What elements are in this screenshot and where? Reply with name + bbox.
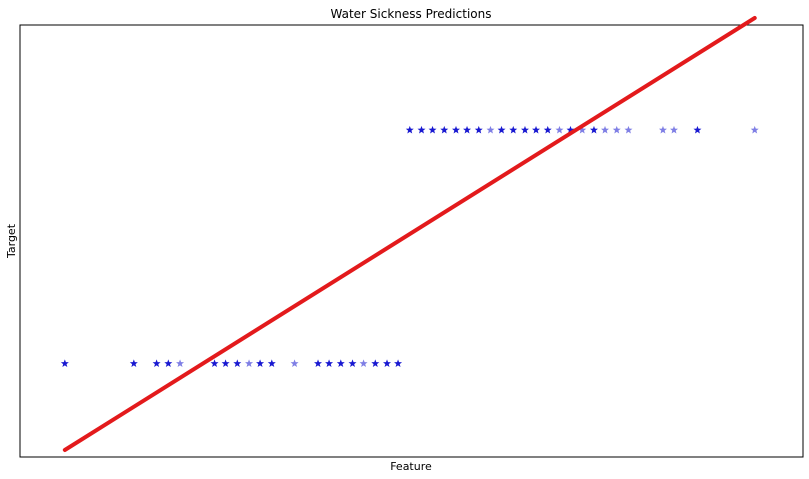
data-point xyxy=(233,359,242,367)
data-point xyxy=(221,359,230,367)
data-point xyxy=(290,359,299,367)
data-points xyxy=(60,125,759,367)
data-point xyxy=(60,359,69,367)
data-point xyxy=(152,359,161,367)
y-axis-label: Target xyxy=(5,223,18,259)
data-point xyxy=(463,125,472,134)
data-point xyxy=(256,359,265,367)
data-point xyxy=(509,125,518,134)
data-point xyxy=(394,359,403,367)
data-point xyxy=(543,125,552,134)
data-point xyxy=(578,125,587,134)
data-point xyxy=(566,125,575,134)
x-axis-label: Feature xyxy=(390,460,432,473)
data-point xyxy=(129,359,138,367)
data-point xyxy=(325,359,334,367)
data-point xyxy=(440,125,449,134)
prediction-line xyxy=(62,15,757,452)
data-point xyxy=(520,125,529,134)
data-point xyxy=(383,359,391,367)
data-point xyxy=(210,359,219,367)
data-point xyxy=(176,359,185,367)
data-point xyxy=(555,125,564,134)
data-point xyxy=(428,125,437,134)
data-point xyxy=(405,125,414,134)
data-point xyxy=(750,125,759,134)
data-point xyxy=(164,359,173,367)
data-point xyxy=(693,125,702,134)
data-point xyxy=(348,359,357,367)
data-point xyxy=(267,359,276,367)
plot-area-frame xyxy=(19,24,804,458)
data-point xyxy=(624,125,633,134)
data-point xyxy=(532,125,541,134)
data-point xyxy=(601,125,609,134)
data-point xyxy=(452,125,460,134)
data-point xyxy=(589,125,598,134)
regression-line-layer xyxy=(62,15,757,452)
data-point xyxy=(670,125,678,134)
data-point xyxy=(497,125,506,134)
data-point xyxy=(486,125,495,134)
data-point xyxy=(245,359,254,367)
data-point xyxy=(658,125,667,134)
data-point xyxy=(417,125,426,134)
data-point xyxy=(474,125,483,134)
data-point xyxy=(371,359,380,367)
data-point xyxy=(612,125,621,134)
data-point xyxy=(359,359,368,367)
chart-title: Water Sickness Predictions xyxy=(331,7,492,21)
data-point xyxy=(336,359,345,367)
data-point xyxy=(314,359,323,367)
